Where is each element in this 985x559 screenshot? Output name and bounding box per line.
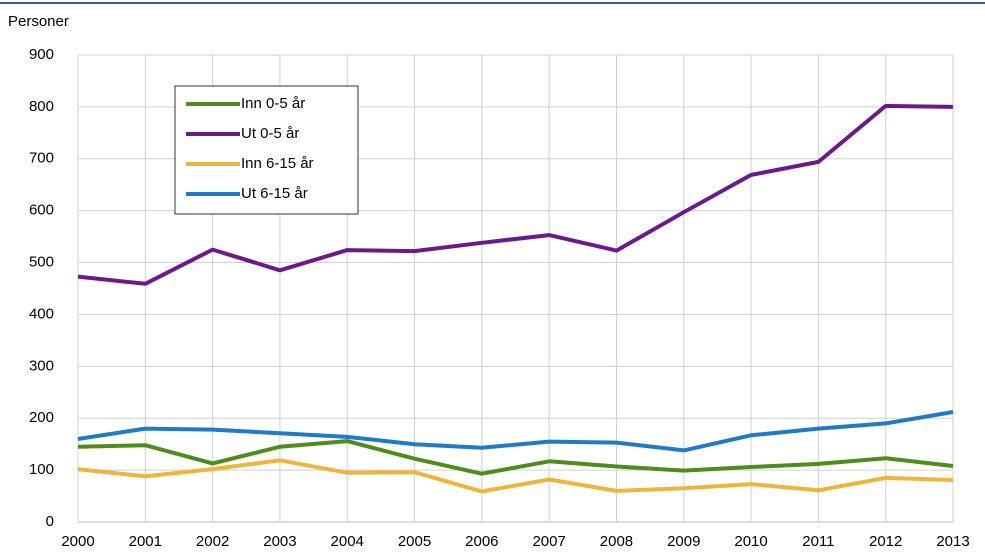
x-tick-label: 2002 — [196, 533, 229, 550]
y-tick-label: 300 — [29, 357, 54, 374]
y-tick-label: 600 — [29, 202, 54, 219]
x-tick-label: 2010 — [734, 533, 767, 550]
y-tick-label: 400 — [29, 305, 54, 322]
y-tick-label: 100 — [29, 461, 54, 478]
legend-label: Ut 0-5 år — [241, 125, 299, 142]
x-tick-label: 2011 — [802, 533, 834, 550]
x-tick-label: 2003 — [263, 533, 296, 550]
x-tick-label: 2006 — [465, 533, 498, 550]
x-tick-label: 2005 — [398, 533, 431, 550]
series-line — [77, 439, 954, 476]
x-tick-label: 2001 — [129, 533, 162, 550]
y-tick-label: 200 — [29, 409, 54, 426]
legend-label: Inn 0-5 år — [241, 95, 305, 112]
x-tick-label: 2012 — [869, 533, 902, 550]
lines — [77, 103, 954, 494]
y-tick-label: 500 — [29, 254, 54, 271]
x-tick-label: 2004 — [331, 533, 364, 550]
x-tick-label: 2000 — [61, 533, 94, 550]
x-tick-label: 2009 — [667, 533, 700, 550]
y-tick-label: 700 — [29, 150, 54, 167]
x-tick-label: 2007 — [532, 533, 565, 550]
series-line — [77, 103, 954, 286]
grid — [77, 54, 954, 523]
legend: Inn 0-5 år Ut 0-5 år Inn 6-15 år Ut 6-15 år — [174, 85, 359, 215]
series-line — [77, 458, 954, 494]
y-tick-label: 0 — [46, 513, 54, 530]
y-tick-label: 800 — [29, 98, 54, 115]
legend-label: Ut 6-15 år — [241, 185, 308, 202]
x-tick-label: 2013 — [936, 533, 969, 550]
y-axis-label: Personer — [8, 13, 69, 30]
legend-label: Inn 6-15 år — [241, 155, 314, 172]
y-tick-label: 900 — [29, 46, 54, 63]
x-tick-label: 2008 — [600, 533, 633, 550]
series-line — [77, 410, 954, 453]
